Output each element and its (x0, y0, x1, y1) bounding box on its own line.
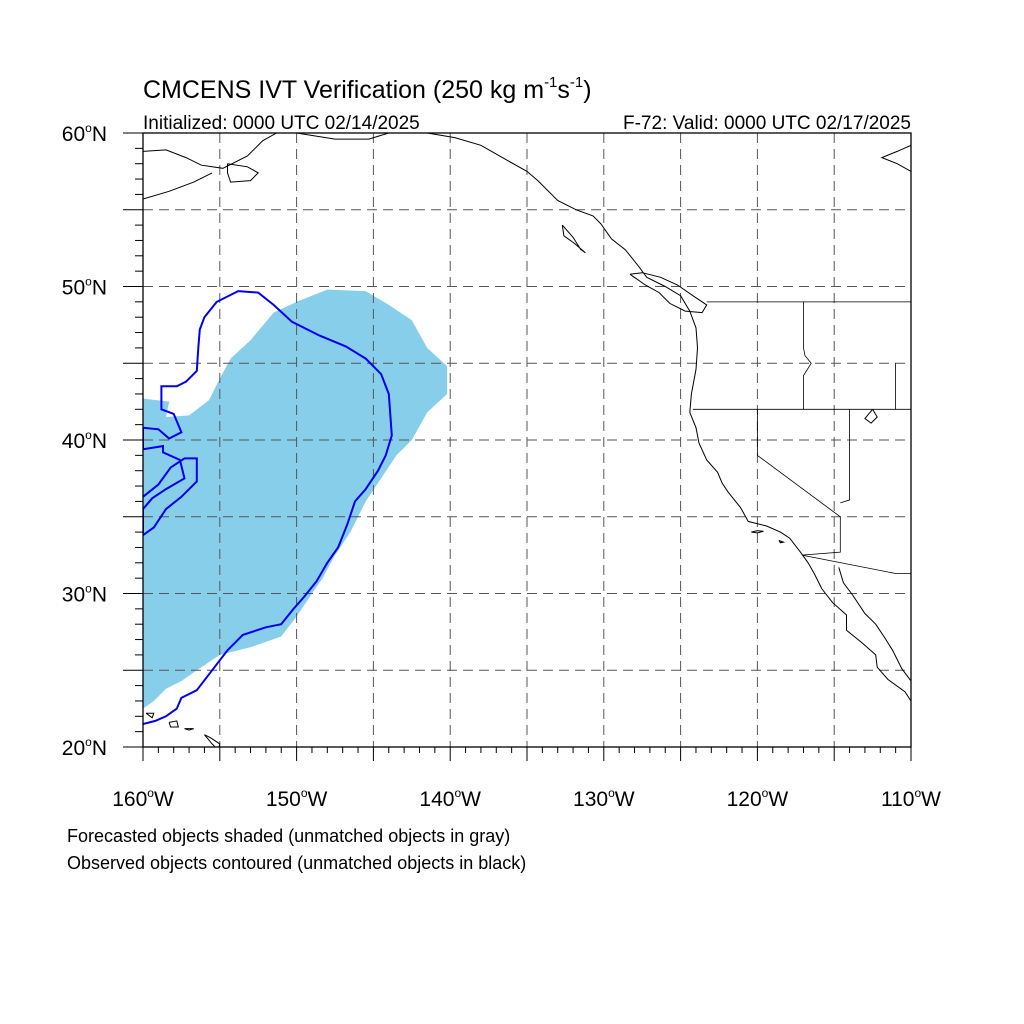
border-line (840, 409, 850, 504)
observed-object-contour (143, 290, 393, 725)
coastline (561, 224, 586, 254)
forecast-object (143, 289, 448, 709)
axis-ticks (123, 132, 912, 761)
lat-label: 30oN (62, 582, 107, 607)
title-close: ) (583, 76, 591, 104)
coastlines (143, 133, 911, 747)
coastline (145, 712, 155, 719)
title-exp2: -1 (570, 74, 583, 91)
lon-label: 130oW (573, 786, 635, 811)
political-borders (692, 301, 911, 574)
chart-title: CMCENS IVT Verification (250 kg m-1s-1) (143, 74, 592, 104)
axis-labels: 60oN 50oN 40oN 30oN 20oN 160oW 150oW 140oW 130oW… (62, 121, 941, 811)
coastline (427, 133, 911, 702)
coastline (629, 272, 708, 314)
subtitle-valid: F-72: Valid: 0000 UTC 02/17/2025 (623, 113, 911, 134)
lon-label: 120oW (727, 786, 789, 811)
border-line (803, 301, 812, 410)
lat-label: 60oN (62, 121, 107, 146)
lon-label: 110oW (881, 786, 941, 811)
coastline (184, 728, 194, 731)
coastline (204, 734, 221, 747)
title-main: CMCENS IVT Verification (250 kg m (143, 76, 544, 104)
lon-label: 140oW (419, 786, 481, 811)
border-line (895, 363, 911, 410)
coastline (143, 133, 277, 169)
lon-label: 160oW (112, 786, 174, 811)
gridlines (143, 133, 911, 747)
coastline (778, 540, 786, 544)
legend-observed: Observed objects contoured (unmatched ob… (67, 853, 526, 873)
lon-label: 150oW (266, 786, 328, 811)
coastline (838, 567, 911, 682)
map-area (143, 133, 911, 747)
subtitle-initialized: Initialized: 0000 UTC 02/14/2025 (143, 113, 420, 134)
lat-label: 20oN (62, 735, 107, 760)
border-line (757, 409, 911, 574)
coastline (168, 720, 179, 728)
title-unit-s: s (557, 76, 570, 104)
coastline (880, 144, 911, 172)
legend-forecast: Forecasted objects shaded (unmatched obj… (67, 826, 510, 846)
coastline (143, 172, 213, 200)
lat-label: 40oN (62, 428, 107, 453)
title-exp1: -1 (544, 74, 557, 91)
coastline (751, 530, 764, 534)
lat-label: 50oN (62, 275, 107, 300)
coastline (296, 133, 428, 140)
coastline (227, 163, 260, 183)
coastline (864, 408, 878, 424)
